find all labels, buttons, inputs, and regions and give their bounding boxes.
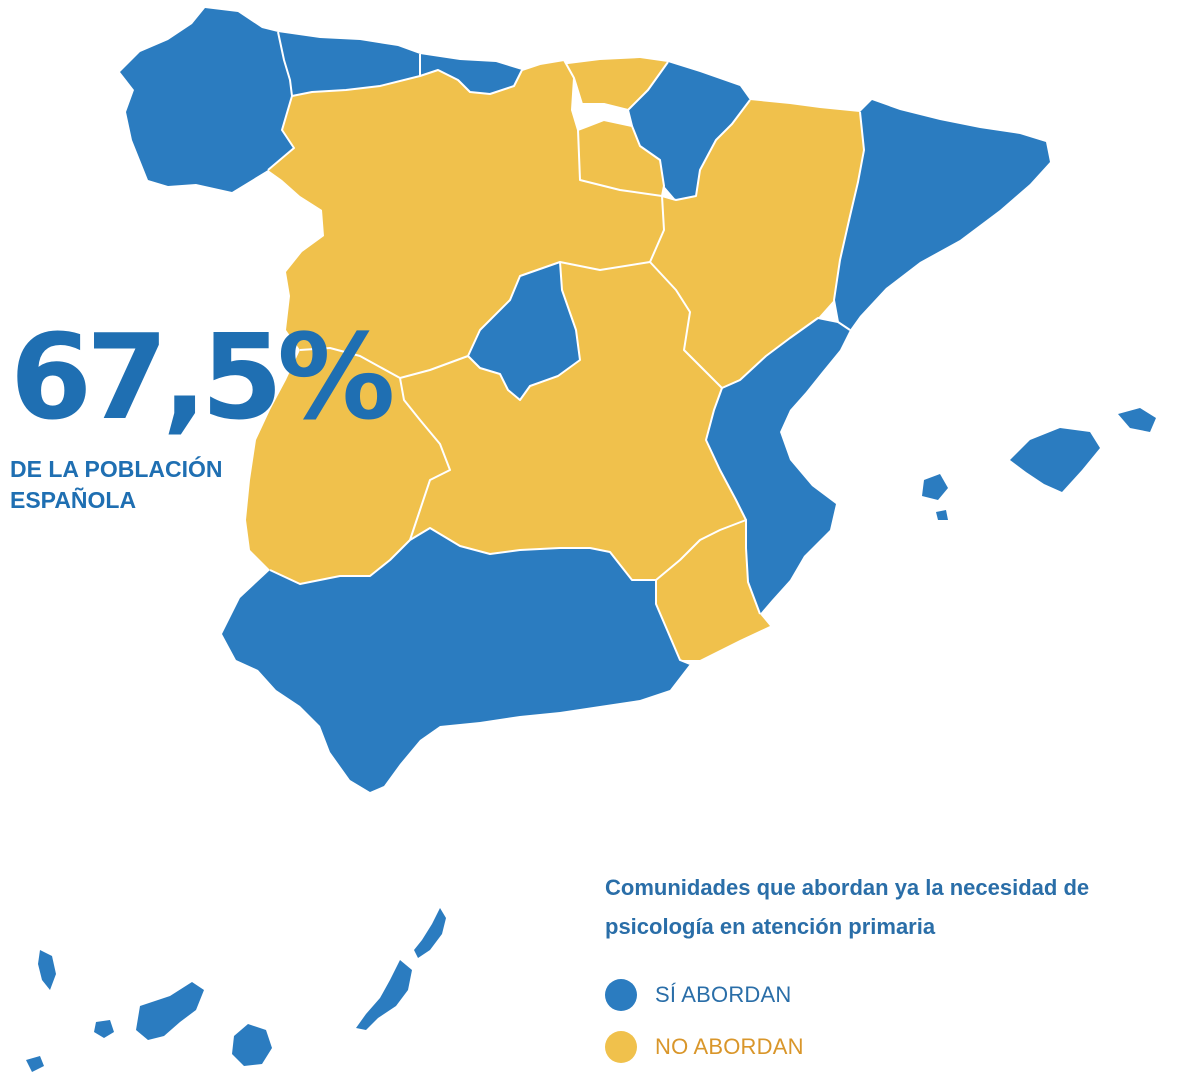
region-canarias-lanzarote [414, 908, 446, 958]
population-stat: 67,5% DE LA POBLACIÓN ESPAÑOLA [10, 318, 410, 516]
region-baleares-mallorca [1010, 428, 1100, 492]
legend-dot-no [605, 1031, 637, 1063]
region-andalucia [222, 528, 690, 792]
legend-title: Comunidades que abordan ya la necesidad … [605, 875, 1090, 939]
legend: Comunidades que abordan ya la necesidad … [605, 868, 1185, 1082]
region-la-rioja [578, 120, 664, 196]
region-canarias-gran-canaria [232, 1024, 272, 1066]
region-canarias-fuerteventura [356, 960, 412, 1030]
region-canarias-la-gomera [94, 1020, 114, 1038]
region-canarias-el-hierro [26, 1056, 44, 1072]
region-canarias-tenerife [136, 982, 204, 1040]
region-cantabria [420, 54, 522, 94]
region-murcia [656, 520, 770, 660]
region-canarias-la-palma [38, 950, 56, 990]
region-galicia [120, 8, 294, 192]
legend-label-yes: SÍ ABORDAN [655, 982, 792, 1007]
region-cataluna [834, 100, 1050, 330]
legend-label-no: NO ABORDAN [655, 1034, 804, 1059]
legend-item-no: NO ABORDAN [605, 1030, 1185, 1064]
region-aragon [650, 100, 864, 388]
region-baleares-ibiza [922, 474, 948, 500]
legend-items: SÍ ABORDAN NO ABORDAN [605, 978, 1185, 1064]
stat-caption: DE LA POBLACIÓN ESPAÑOLA [10, 456, 223, 513]
legend-dot-yes [605, 979, 637, 1011]
region-navarra [628, 62, 750, 200]
region-baleares-formentera [936, 510, 948, 520]
region-castilla-y-leon [268, 60, 664, 378]
region-asturias [278, 32, 420, 96]
region-castilla-la-mancha [400, 262, 746, 580]
legend-item-yes: SÍ ABORDAN [605, 978, 1185, 1012]
region-pais-vasco [522, 58, 668, 110]
stat-percentage: 67,5% [10, 308, 395, 446]
region-valenciana [706, 318, 850, 614]
region-baleares-menorca [1118, 408, 1156, 432]
region-extremadura [246, 348, 450, 584]
region-madrid [468, 262, 580, 400]
